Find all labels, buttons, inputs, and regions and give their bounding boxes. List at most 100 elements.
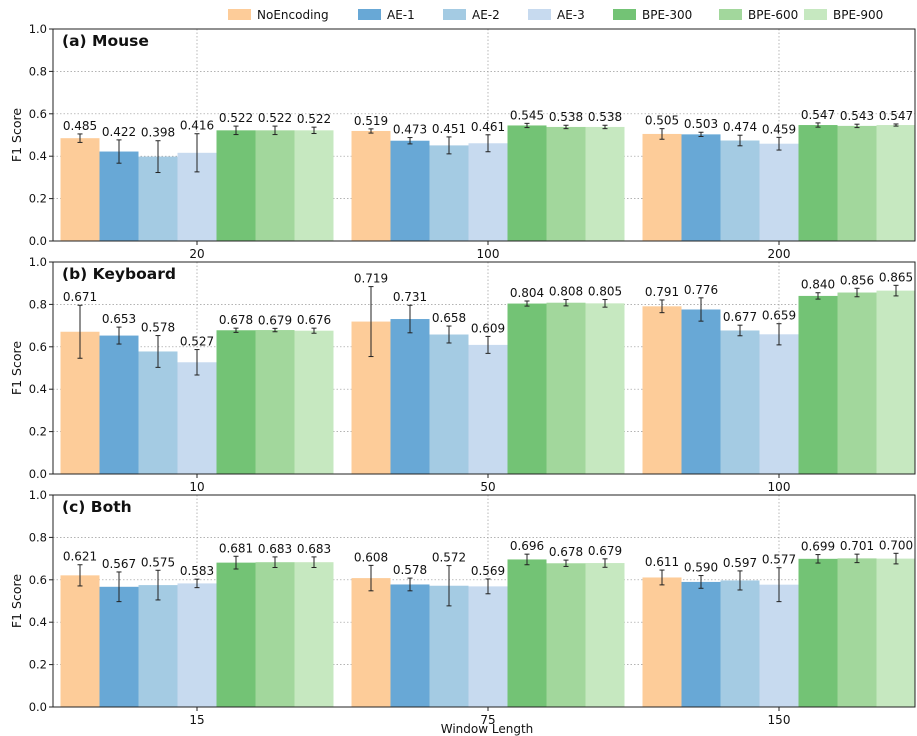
y-tick-label: 0.6 (29, 107, 47, 121)
series: 0.575 0.572 0.597 (138, 551, 760, 707)
legend-label: BPE-600 (748, 8, 798, 22)
error-bar (815, 292, 821, 300)
data-label: 0.681 (219, 541, 253, 555)
error-bar (272, 556, 278, 569)
series: 0.621 0.608 0.611 (60, 550, 682, 707)
y-tick-label: 1.0 (29, 255, 47, 269)
series: 0.683 0.678 0.701 (255, 539, 877, 707)
bar (351, 130, 391, 241)
error-bar (737, 134, 743, 147)
error-bar (659, 128, 665, 140)
error-bar (368, 286, 374, 358)
legend-label: BPE-900 (833, 8, 883, 22)
y-tick-label: 0.4 (29, 149, 47, 163)
legend-swatch (358, 9, 381, 20)
series: 0.679 0.808 0.856 (255, 273, 877, 474)
error-bar (602, 299, 608, 308)
series: 0.422 0.473 0.503 (99, 117, 721, 241)
series: 0.522 0.538 0.547 (294, 109, 916, 241)
panel: 0.671 0.719 0.791 0.653 0.731 0.776 0.578 0.658… (9, 255, 916, 494)
bar (585, 563, 625, 707)
data-label: 0.679 (588, 544, 622, 558)
y-axis-label: F1 Score (9, 341, 24, 395)
data-label: 0.503 (684, 117, 718, 131)
bar (138, 585, 178, 707)
data-label: 0.578 (141, 321, 175, 335)
data-label: 0.699 (801, 540, 835, 554)
error-bar (311, 126, 317, 135)
error-bar (155, 569, 161, 601)
data-label: 0.451 (432, 122, 466, 136)
data-label: 0.522 (258, 111, 292, 125)
data-label: 0.808 (549, 285, 583, 299)
legend-swatch (443, 9, 466, 20)
error-bar (563, 124, 569, 130)
bar (837, 558, 877, 707)
x-axis: 15 75 150 (189, 707, 790, 727)
x-tick-label: 75 (480, 713, 495, 727)
error-bar (776, 323, 782, 346)
data-label: 0.474 (723, 120, 757, 134)
error-bar (524, 300, 530, 307)
error-bar (524, 122, 530, 129)
data-label: 0.731 (393, 290, 427, 304)
y-tick-label: 0.4 (29, 615, 47, 629)
error-bar (446, 565, 452, 607)
x-tick-label: 15 (189, 713, 204, 727)
legend-item: AE-2 (443, 8, 500, 22)
bar (294, 562, 334, 707)
error-bar (659, 569, 665, 586)
error-bar (77, 564, 83, 587)
data-label: 0.416 (180, 119, 214, 133)
error-bar (737, 324, 743, 337)
error-bar (194, 133, 200, 173)
data-label: 0.522 (297, 112, 331, 126)
error-bar (116, 326, 122, 345)
data-label: 0.473 (393, 123, 427, 137)
bar (429, 145, 469, 241)
bar (468, 586, 508, 707)
series: 0.678 0.804 0.840 (216, 278, 838, 474)
data-label: 0.676 (297, 313, 331, 327)
bar (294, 130, 334, 241)
bar (759, 584, 799, 707)
x-tick-label: 10 (189, 480, 204, 494)
data-label: 0.485 (63, 119, 97, 133)
y-tick-label: 0.0 (29, 467, 47, 481)
panel: 0.621 0.608 0.611 0.567 0.578 0.590 0.575 0.572… (9, 488, 916, 727)
data-label: 0.538 (588, 110, 622, 124)
bar (837, 125, 877, 241)
bar (429, 334, 469, 474)
data-label: 0.609 (471, 321, 505, 335)
series: 0.567 0.578 0.590 (99, 557, 721, 707)
bar (642, 577, 682, 707)
data-label: 0.398 (141, 126, 175, 140)
bar (177, 583, 217, 707)
x-axis: 10 50 100 (189, 474, 790, 494)
bar (759, 334, 799, 474)
error-bar (737, 570, 743, 591)
error-bar (77, 304, 83, 359)
y-tick-label: 0.0 (29, 234, 47, 248)
data-label: 0.567 (102, 557, 136, 571)
error-bar (311, 327, 317, 334)
bar (390, 584, 430, 707)
error-bar (698, 297, 704, 322)
y-tick-label: 0.6 (29, 573, 47, 587)
bar (294, 330, 334, 474)
y-tick-label: 1.0 (29, 22, 47, 36)
series: 0.485 0.519 0.505 (60, 114, 682, 241)
panel-title: (b) Keyboard (62, 265, 176, 283)
bar (507, 125, 547, 241)
bar (468, 344, 508, 474)
data-label: 0.578 (393, 563, 427, 577)
error-bar (485, 335, 491, 354)
error-bar (407, 137, 413, 145)
error-bar (446, 325, 452, 344)
bar (720, 140, 760, 241)
bar (60, 575, 100, 707)
x-tick-label: 20 (189, 247, 204, 261)
error-bar (893, 284, 899, 297)
error-bar (233, 125, 239, 136)
legend-item: BPE-600 (719, 8, 798, 22)
